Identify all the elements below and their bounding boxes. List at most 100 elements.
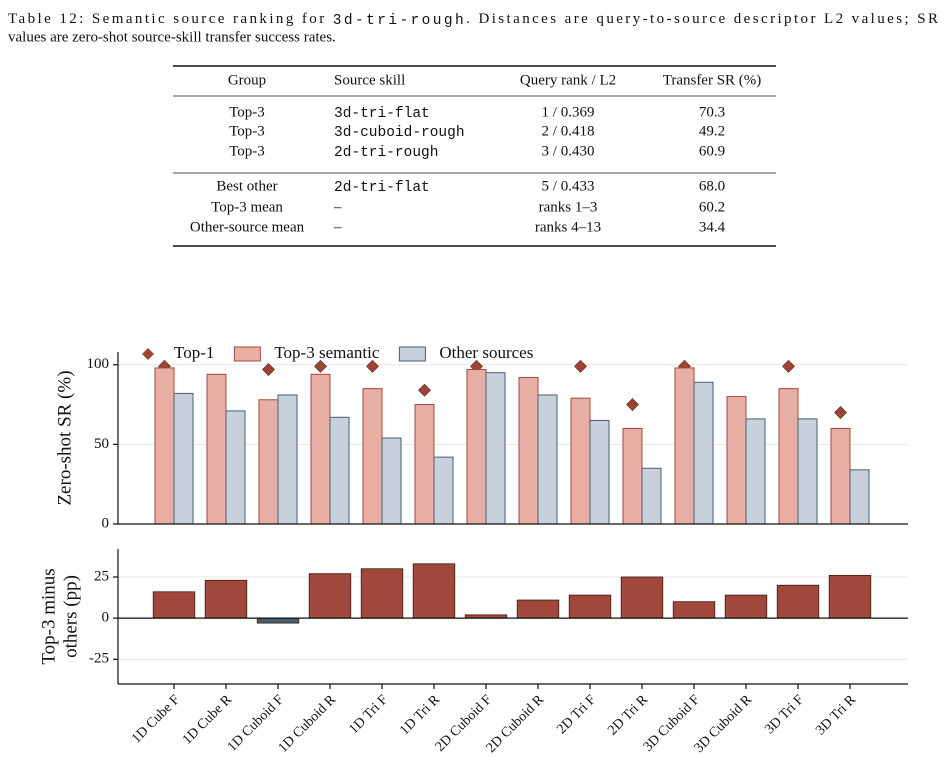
x-tick-label: 3D Tri R [813, 692, 859, 738]
bar [589, 419, 610, 525]
y-tick-label: 0 [102, 515, 110, 531]
bar [277, 394, 298, 525]
table-cell: Top-3 [229, 123, 265, 139]
table-cell: 2d-tri-flat [334, 180, 430, 196]
y-tick-label: 100 [87, 356, 110, 372]
bar [204, 579, 248, 619]
x-tick-label: 1D Tri R [397, 692, 443, 738]
bar [308, 573, 352, 619]
top1-marker [834, 406, 847, 419]
bar [206, 373, 227, 525]
caption: Table 12: Semantic source ranking for 3d… [8, 11, 938, 28]
charts: 0 50 100 Zero-shot SR (%) Top-1 Top-3 semanti… [38, 343, 908, 756]
legend-swatch [233, 346, 261, 362]
x-tick-label: 1D Cube F [129, 692, 183, 746]
bar [258, 399, 279, 525]
bar [154, 367, 175, 525]
column-header: Query rank / L2 [520, 72, 616, 88]
bar [724, 594, 768, 619]
table-cell: 70.3 [699, 104, 725, 120]
table-cell: Other-source mean [190, 219, 305, 235]
table-cell: 49.2 [699, 123, 725, 139]
x-tick-label: 2D Tri F [554, 692, 599, 737]
bar [537, 394, 558, 525]
table-cell: – [333, 219, 342, 235]
x-tick-label: 3D Tri F [762, 692, 807, 737]
table-cell: 2d-tri-rough [334, 145, 438, 161]
bar [466, 369, 487, 525]
table-cell: Top-3 [229, 104, 265, 120]
column-header: Source skill [334, 72, 405, 88]
bar [414, 404, 435, 525]
bar [381, 437, 402, 525]
table-cell: ranks 1–3 [539, 199, 598, 215]
y-tick-label: 0 [102, 610, 110, 626]
bar [516, 599, 560, 619]
bar [674, 367, 695, 525]
bar [412, 563, 456, 619]
bar [797, 418, 818, 525]
y-tick-label: 25 [94, 568, 109, 584]
bar [622, 427, 643, 525]
bar [433, 456, 454, 525]
bar [310, 373, 331, 525]
bar [830, 427, 851, 525]
top1-marker [366, 359, 379, 373]
table-cell: 3d-cuboid-rough [334, 125, 465, 141]
table-cell: Top-3 [229, 143, 265, 159]
top1-marker [782, 359, 795, 373]
bar [518, 376, 539, 525]
column-header: Transfer SR (%) [663, 72, 762, 88]
caption-text: . Distances are query-to-source descript… [466, 11, 938, 27]
table-cell: 68.0 [699, 178, 725, 194]
bar [570, 397, 591, 525]
bar [225, 410, 246, 525]
table-cell: – [333, 199, 342, 215]
bar [329, 416, 350, 525]
bar [173, 392, 194, 525]
table-cell: 60.9 [699, 143, 725, 159]
y-axis-label: others (pp) [60, 575, 81, 658]
bar [778, 388, 799, 525]
bar [152, 591, 196, 619]
bar [776, 584, 820, 619]
bar [672, 601, 716, 619]
column-header: Group [228, 72, 266, 88]
x-tick-label: 1D Cube R [180, 692, 236, 748]
table-cell: Top-3 mean [211, 199, 283, 215]
legend-label: Top-1 [174, 343, 214, 362]
bar [568, 594, 612, 619]
table: Group Source skill Query rank / L2 Transfer… [173, 65, 776, 247]
bar [745, 418, 766, 525]
bar [641, 467, 662, 525]
legend-label: Other sources [439, 343, 533, 362]
bar [849, 469, 870, 525]
table-cell: 3d-tri-flat [334, 106, 430, 122]
legend-swatch [398, 346, 426, 362]
y-axis-label: Zero-shot SR (%) [54, 370, 75, 505]
x-tick-label: 1D Tri F [346, 692, 391, 737]
caption-code: 3d-tri-rough [333, 13, 464, 29]
bar [693, 381, 714, 525]
bar [485, 372, 506, 525]
table-cell: 1 / 0.369 [542, 104, 595, 120]
y-tick-label: -25 [89, 651, 109, 667]
top1-marker [574, 359, 587, 373]
x-tick-label: 2D Tri R [605, 692, 651, 738]
y-axis-label: Top-3 minus [38, 568, 59, 664]
legend-marker [142, 348, 154, 360]
bar [726, 396, 747, 525]
bar [360, 568, 404, 619]
legend-label: Top-3 semantic [274, 343, 379, 362]
top1-marker [314, 359, 327, 373]
bar [828, 574, 872, 619]
bar [620, 576, 664, 619]
bar [362, 388, 383, 525]
top1-marker [418, 383, 431, 397]
table-cell: 60.2 [699, 199, 725, 215]
table-cell: 3 / 0.430 [542, 143, 595, 159]
table-cell: 34.4 [699, 219, 726, 235]
table-cell: Best other [216, 178, 277, 194]
y-tick-label: 50 [94, 436, 109, 452]
